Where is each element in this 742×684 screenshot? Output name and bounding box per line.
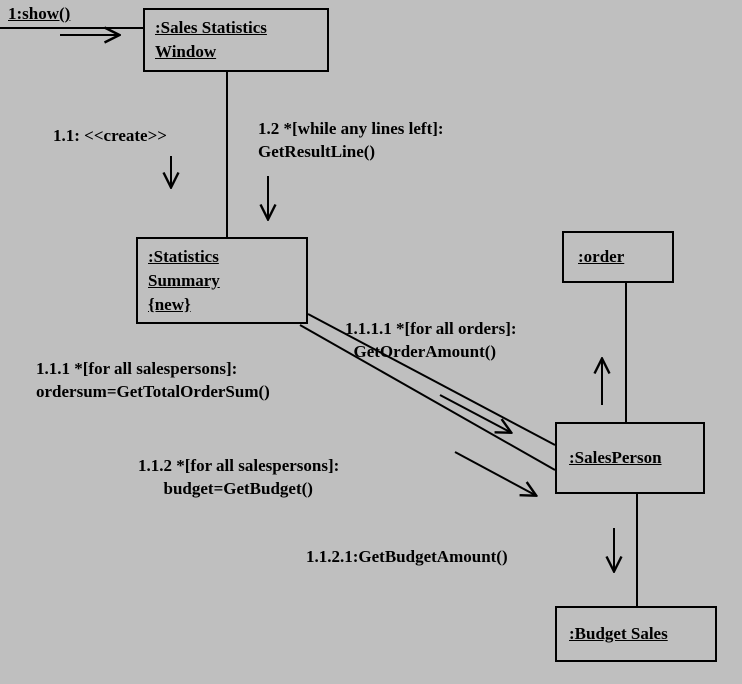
label-msg-1-1-2-1: 1.1.2.1:GetBudgetAmount() <box>306 546 508 569</box>
node-budget-sales: :Budget Sales <box>555 606 717 662</box>
label-msg-1-1-2: 1.1.2 *[for all salespersons]: budget=Ge… <box>138 455 339 501</box>
node-text: :SalesPerson <box>569 446 691 470</box>
node-sales-statistics-window: :Sales Statistics Window <box>143 8 329 72</box>
label-msg-1-1: 1.1: <<create>> <box>53 125 167 148</box>
node-text: :Budget Sales <box>569 622 703 646</box>
node-text: :Statistics <box>148 245 296 269</box>
node-text: :order <box>578 245 658 269</box>
label-msg-1-1-1: 1.1.1 *[for all salespersons]: ordersum=… <box>36 358 270 404</box>
node-text: Window <box>155 40 317 64</box>
node-text: Summary <box>148 269 296 293</box>
node-order: :order <box>562 231 674 283</box>
label-msg-1-1-1-1: 1.1.1.1 *[for all orders]: GetOrderAmoun… <box>345 318 517 364</box>
label-msg-1: 1:show() <box>8 3 70 26</box>
node-text: :Sales Statistics <box>155 16 317 40</box>
node-text: {new} <box>148 293 296 317</box>
node-statistics-summary: :Statistics Summary {new} <box>136 237 308 324</box>
node-sales-person: :SalesPerson <box>555 422 705 494</box>
label-msg-1-2: 1.2 *[while any lines left]: GetResultLi… <box>258 118 444 164</box>
